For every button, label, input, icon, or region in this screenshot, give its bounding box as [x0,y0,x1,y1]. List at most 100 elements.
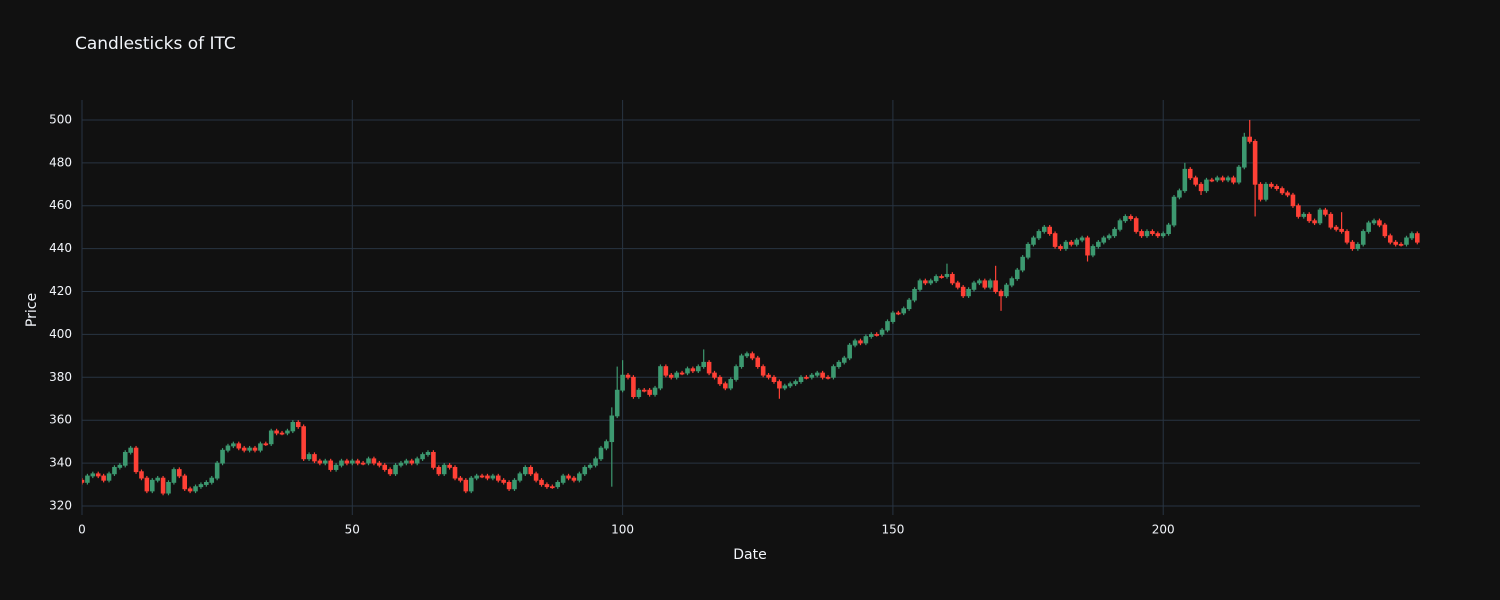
candle-body [1393,241,1398,245]
candle-body [198,484,204,488]
candle-body [1279,188,1285,194]
candle-body [577,473,582,481]
candle-body [550,486,555,489]
candle-body [333,464,339,470]
candle-body [528,466,533,475]
candle-body [1150,231,1155,235]
candle-body [896,312,901,315]
y-tick-label: 440 [49,241,72,255]
candle-body [1004,284,1009,297]
candle-body [414,458,420,464]
candle-body [539,479,544,485]
candle-body [290,421,296,432]
candle-body [723,383,728,389]
candle-body [1274,186,1280,189]
candle-body [512,479,517,490]
candle-body [1074,239,1080,245]
candle-body [814,372,820,376]
candle-body [906,299,912,310]
candle-body [220,449,225,464]
candle-body [214,462,220,479]
y-tick-label: 340 [49,456,72,470]
candle-body [517,473,523,481]
candle-body [890,312,896,322]
candle-body [950,273,955,284]
candle-body [204,482,209,485]
candle-body [1377,220,1382,226]
candle-body [1285,192,1290,196]
candle-body [998,291,1004,297]
y-tick-label: 380 [49,370,72,384]
candle-body [663,366,669,376]
x-axis-label: Date [733,547,766,563]
candle-body [933,276,939,282]
candle-body [1269,183,1274,187]
candle-body [360,462,366,465]
candle-body [533,473,539,481]
candle-body [1242,136,1247,168]
candle-body [1128,216,1134,220]
candle-body [1020,256,1025,271]
candle-body [739,355,744,367]
candle-body [1171,196,1177,226]
candle-body [241,447,247,451]
candle-body [706,361,712,374]
candle-body [923,280,928,284]
candle-body [112,466,117,475]
candle-body [1404,237,1409,245]
candle-body [560,475,566,483]
candle-body [1182,168,1188,192]
candle-body [431,451,436,468]
candle-body [620,374,625,391]
candle-body [1166,224,1171,235]
candle-body [928,280,934,284]
y-tick-label: 320 [49,498,72,512]
candle-body [885,321,890,331]
candle-body [474,475,479,479]
candle-body [1058,246,1063,250]
candle-body [355,460,361,464]
candle-body [858,340,863,344]
candle-body [1317,209,1323,224]
candle-body [690,368,696,372]
candle-body [1177,190,1182,198]
candle-body [209,477,215,483]
candle-body [609,415,615,443]
candle-body [171,469,177,483]
candle-body [728,379,734,389]
candle-body [1409,233,1415,239]
candle-body [371,458,377,464]
candle-body [463,479,469,492]
candle-body [247,447,252,451]
candle-body [1036,231,1042,239]
candle-body [366,458,371,464]
candle-body [177,469,182,477]
candle-body [555,482,561,488]
x-tick-label: 200 [1152,523,1175,537]
candle-body [155,477,160,481]
candle-body [1290,194,1296,207]
candle-body [452,466,458,479]
candle-body [139,471,144,479]
candle-body [636,389,642,398]
candle-body [825,376,831,379]
candle-body [852,340,858,346]
candle-body [836,361,842,367]
candle-body [1112,228,1117,237]
candle-body [258,443,263,451]
candle-body [917,280,923,290]
candle-body [495,475,501,481]
candle-body [436,466,442,475]
candle-body [766,374,771,378]
candle-body [1236,166,1242,183]
candle-body [1096,241,1101,247]
x-tick-label: 150 [881,523,904,537]
y-tick-label: 360 [49,413,72,427]
candle-body [1101,237,1107,243]
candle-body [1252,140,1258,185]
candle-body [479,475,485,478]
candle-body [252,447,258,451]
candle-body [652,387,658,395]
candle-body [425,451,431,455]
candle-body [339,460,344,466]
